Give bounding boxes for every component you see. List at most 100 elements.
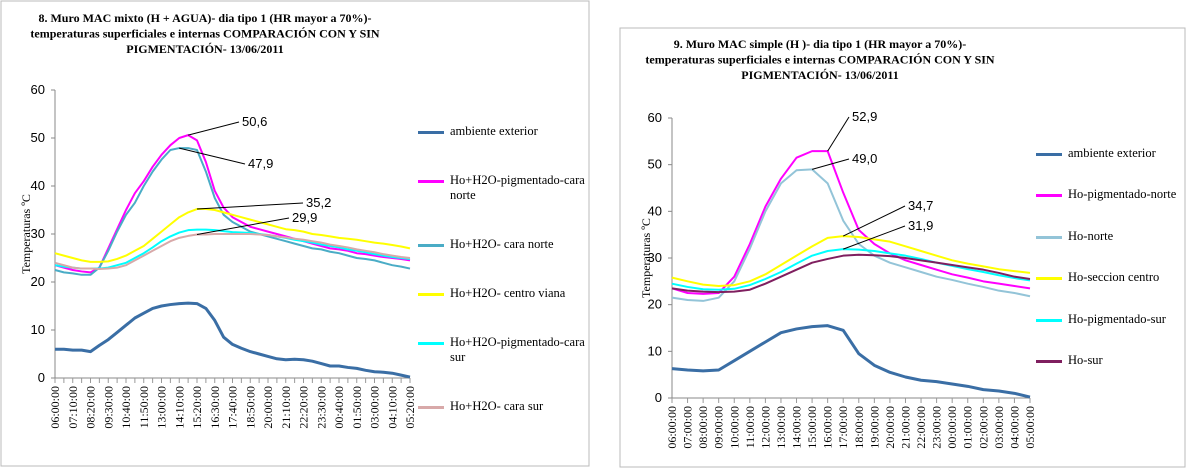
legend-label: Ho+H2O- cara sur: [450, 399, 544, 413]
legend-label: Ho-sur: [1068, 352, 1103, 367]
x-tick-label: 10:00:00: [727, 406, 741, 449]
annotation-arrow: [842, 205, 906, 237]
x-tick-label: 03:00:00: [368, 386, 382, 429]
legend: ambiente exterior Ho-pigmentado-norte Ho-n…: [1036, 146, 1184, 368]
chart-title: temperaturas superficiales e internas CO…: [30, 27, 380, 41]
y-tick-label: 0: [38, 370, 45, 385]
legend: ambiente exterior Ho+H2O-pigmentado-cara …: [418, 124, 586, 414]
x-tick-label: 12:00:00: [758, 406, 772, 449]
legend-label: Ho-pigmentado-sur: [1068, 311, 1166, 326]
annotation: 50,6: [242, 114, 267, 129]
annotation: 35,2: [306, 195, 331, 210]
x-tick-label: 04:10:00: [385, 386, 399, 429]
x-tick-label: 23:30:00: [314, 386, 328, 429]
legend-item: Ho+H2O- centro viana: [418, 286, 586, 301]
series-line: [54, 147, 411, 276]
x-tick-label: 07:00:00: [681, 406, 695, 449]
chart-title: temperaturas superficiales e internas CO…: [645, 53, 995, 67]
legend-label: Ho-pigmentado-norte: [1068, 187, 1177, 202]
legend-label: Ho-seccion centro: [1068, 270, 1160, 285]
legend-item: Ho+H2O-pigmentado-cara sur: [418, 335, 586, 365]
legend-item: Ho-pigmentado-sur: [1036, 312, 1184, 327]
y-tick-label: 60: [31, 82, 45, 97]
legend-label: Ho-norte: [1068, 228, 1114, 243]
annotation-arrow: [179, 147, 246, 165]
x-tick-label: 00:00:00: [945, 406, 959, 449]
annotation: 47,9: [248, 156, 273, 171]
x-tick-label: 11:00:00: [743, 406, 757, 448]
annotation-arrow: [196, 217, 290, 235]
legend-swatch: [1036, 153, 1062, 156]
x-tick-label: 05:20:00: [403, 386, 417, 429]
y-tick-label: 10: [648, 343, 662, 358]
legend-swatch: [1036, 318, 1062, 322]
chart-title: 8. Muro MAC mixto (H + AGUA)- dia tipo 1…: [38, 11, 371, 25]
legend-item: Ho-seccion centro: [1036, 270, 1184, 285]
legend-item: Ho+H2O- cara sur: [418, 399, 586, 414]
series-line: [55, 301, 411, 379]
x-tick-label: 16:00:00: [821, 406, 835, 449]
series-line: [54, 134, 411, 274]
annotation: 29,9: [292, 210, 317, 225]
y-axis-label: Temperaturas ºC: [639, 218, 653, 298]
x-tick-label: 05:00:00: [1023, 406, 1037, 449]
y-tick-label: 30: [31, 226, 45, 241]
x-tick-label: 04:00:00: [1007, 406, 1021, 449]
legend-item: ambiente exterior: [418, 124, 586, 139]
y-tick-label: 20: [31, 274, 45, 289]
x-tick-label: 22:20:00: [297, 386, 311, 429]
series-line: [671, 248, 1031, 291]
x-tick-label: 06:00:00: [665, 406, 679, 449]
y-tick-label: 0: [655, 390, 662, 405]
x-tick-label: 19:00:00: [867, 406, 881, 449]
x-tick-label: 18:50:00: [243, 386, 257, 429]
x-tick-label: 07:10:00: [66, 386, 80, 429]
x-tick-label: 15:00:00: [805, 406, 819, 449]
series-line: [671, 235, 1031, 287]
x-tick-label: 01:50:00: [350, 386, 364, 429]
x-tick-label: 14:10:00: [172, 386, 186, 429]
annotation-arrow: [843, 225, 906, 250]
x-tick-label: 15:20:00: [190, 386, 204, 429]
y-tick-label: 20: [648, 297, 662, 312]
annotation: 52,9: [852, 109, 877, 124]
legend-label: Ho+H2O-pigmentado-cara norte: [450, 173, 585, 202]
x-tick-label: 14:00:00: [790, 406, 804, 449]
x-tick-label: 21:10:00: [279, 386, 293, 429]
annotation-arrow: [827, 116, 850, 152]
annotation-arrow: [188, 121, 240, 136]
x-tick-label: 22:00:00: [914, 406, 928, 449]
legend-item: Ho-norte: [1036, 229, 1184, 244]
legend-swatch: [418, 244, 444, 247]
legend-swatch: [418, 293, 444, 296]
legend-swatch: [1036, 194, 1062, 198]
x-tick-label: 21:00:00: [898, 406, 912, 449]
series-line: [54, 208, 411, 263]
legend-swatch: [1036, 359, 1062, 363]
y-tick-label: 40: [648, 203, 662, 218]
legend-swatch: [418, 406, 444, 409]
legend-item: Ho+H2O-pigmentado-cara norte: [418, 173, 586, 203]
x-tick-label: 08:20:00: [84, 386, 98, 429]
legend-swatch: [418, 180, 444, 183]
chart-border: [0, 0, 590, 467]
x-tick-label: 06:00:00: [48, 386, 62, 429]
legend-label: ambiente exterior: [1068, 146, 1156, 160]
chart-title: PIGMENTACIÓN- 13/06/2011: [741, 68, 898, 82]
legend-label: Ho+H2O- centro viana: [450, 286, 566, 300]
legend-swatch: [1036, 235, 1062, 239]
x-tick-label: 08:00:00: [696, 406, 710, 449]
chart-title: 9. Muro MAC simple (H )- dia tipo 1 (HR …: [674, 37, 967, 51]
x-tick-label: 17:00:00: [836, 406, 850, 449]
series-line: [671, 324, 1031, 399]
legend-item: Ho+H2O- cara norte: [418, 237, 586, 252]
y-tick-label: 40: [31, 178, 45, 193]
legend-swatch: [418, 342, 444, 345]
x-tick-label: 11:50:00: [137, 386, 151, 428]
x-tick-label: 00:40:00: [332, 386, 346, 429]
legend-item: Ho-pigmentado-norte: [1036, 187, 1184, 202]
series-line: [671, 168, 1031, 302]
annotation: 49,0: [852, 151, 877, 166]
x-tick-label: 10:40:00: [119, 386, 133, 429]
